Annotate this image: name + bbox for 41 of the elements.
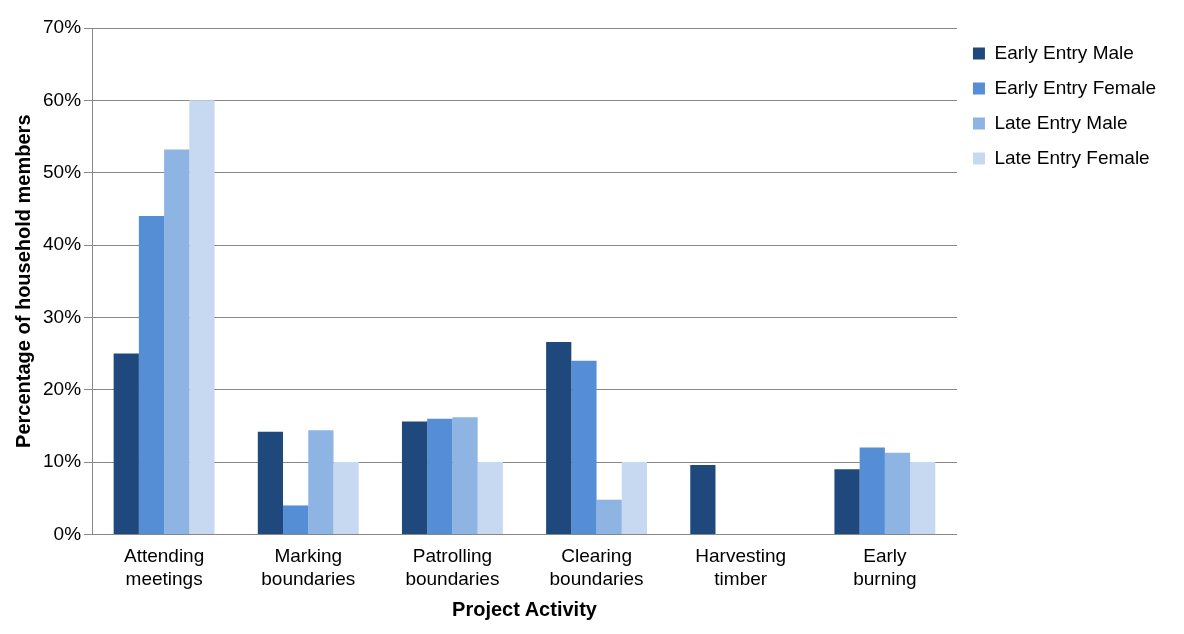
x-tick-label: Marking boundaries	[261, 545, 356, 589]
x-tick-label: Harvesting timber	[695, 545, 787, 589]
bar	[308, 430, 334, 534]
x-tick-label: Attending meetings	[123, 545, 205, 589]
x-tick-label: Patrolling boundaries	[405, 545, 500, 589]
bar	[690, 464, 716, 534]
x-tick-label: Early burning	[853, 545, 917, 589]
bar	[834, 469, 860, 534]
legend-label: Early Entry Male	[994, 41, 1134, 63]
y-tick-label: 40%	[43, 233, 82, 255]
y-tick-label: 70%	[43, 16, 82, 38]
bar	[333, 462, 359, 534]
bar	[596, 499, 622, 534]
x-tick-label: Clearing boundaries	[549, 545, 644, 589]
bar	[859, 447, 885, 534]
y-tick-label: 0%	[53, 522, 82, 544]
bar	[910, 462, 936, 534]
bar	[257, 431, 284, 534]
bar	[283, 505, 309, 534]
y-tick-label: 60%	[43, 88, 82, 110]
legend-label: Late Entry Female	[994, 146, 1150, 168]
bar	[138, 216, 165, 534]
bar	[427, 418, 453, 534]
x-axis-title: Project Activity	[452, 597, 598, 620]
y-tick-label: 20%	[43, 377, 82, 399]
bar	[621, 462, 648, 534]
y-tick-label: 10%	[43, 450, 82, 472]
bar	[571, 360, 597, 534]
legend-label: Late Entry Male	[994, 111, 1128, 133]
bar	[401, 421, 428, 534]
bar	[884, 452, 911, 534]
bar	[546, 341, 572, 534]
y-tick-label: 50%	[43, 160, 82, 182]
legend-label: Early Entry Female	[994, 76, 1156, 98]
bar	[452, 417, 478, 534]
y-tick-label: 30%	[43, 305, 82, 327]
bar	[113, 353, 139, 534]
bar	[164, 149, 190, 534]
bar	[189, 100, 215, 534]
y-axis-title: Percentage of household members	[11, 114, 34, 448]
bar	[477, 462, 503, 534]
